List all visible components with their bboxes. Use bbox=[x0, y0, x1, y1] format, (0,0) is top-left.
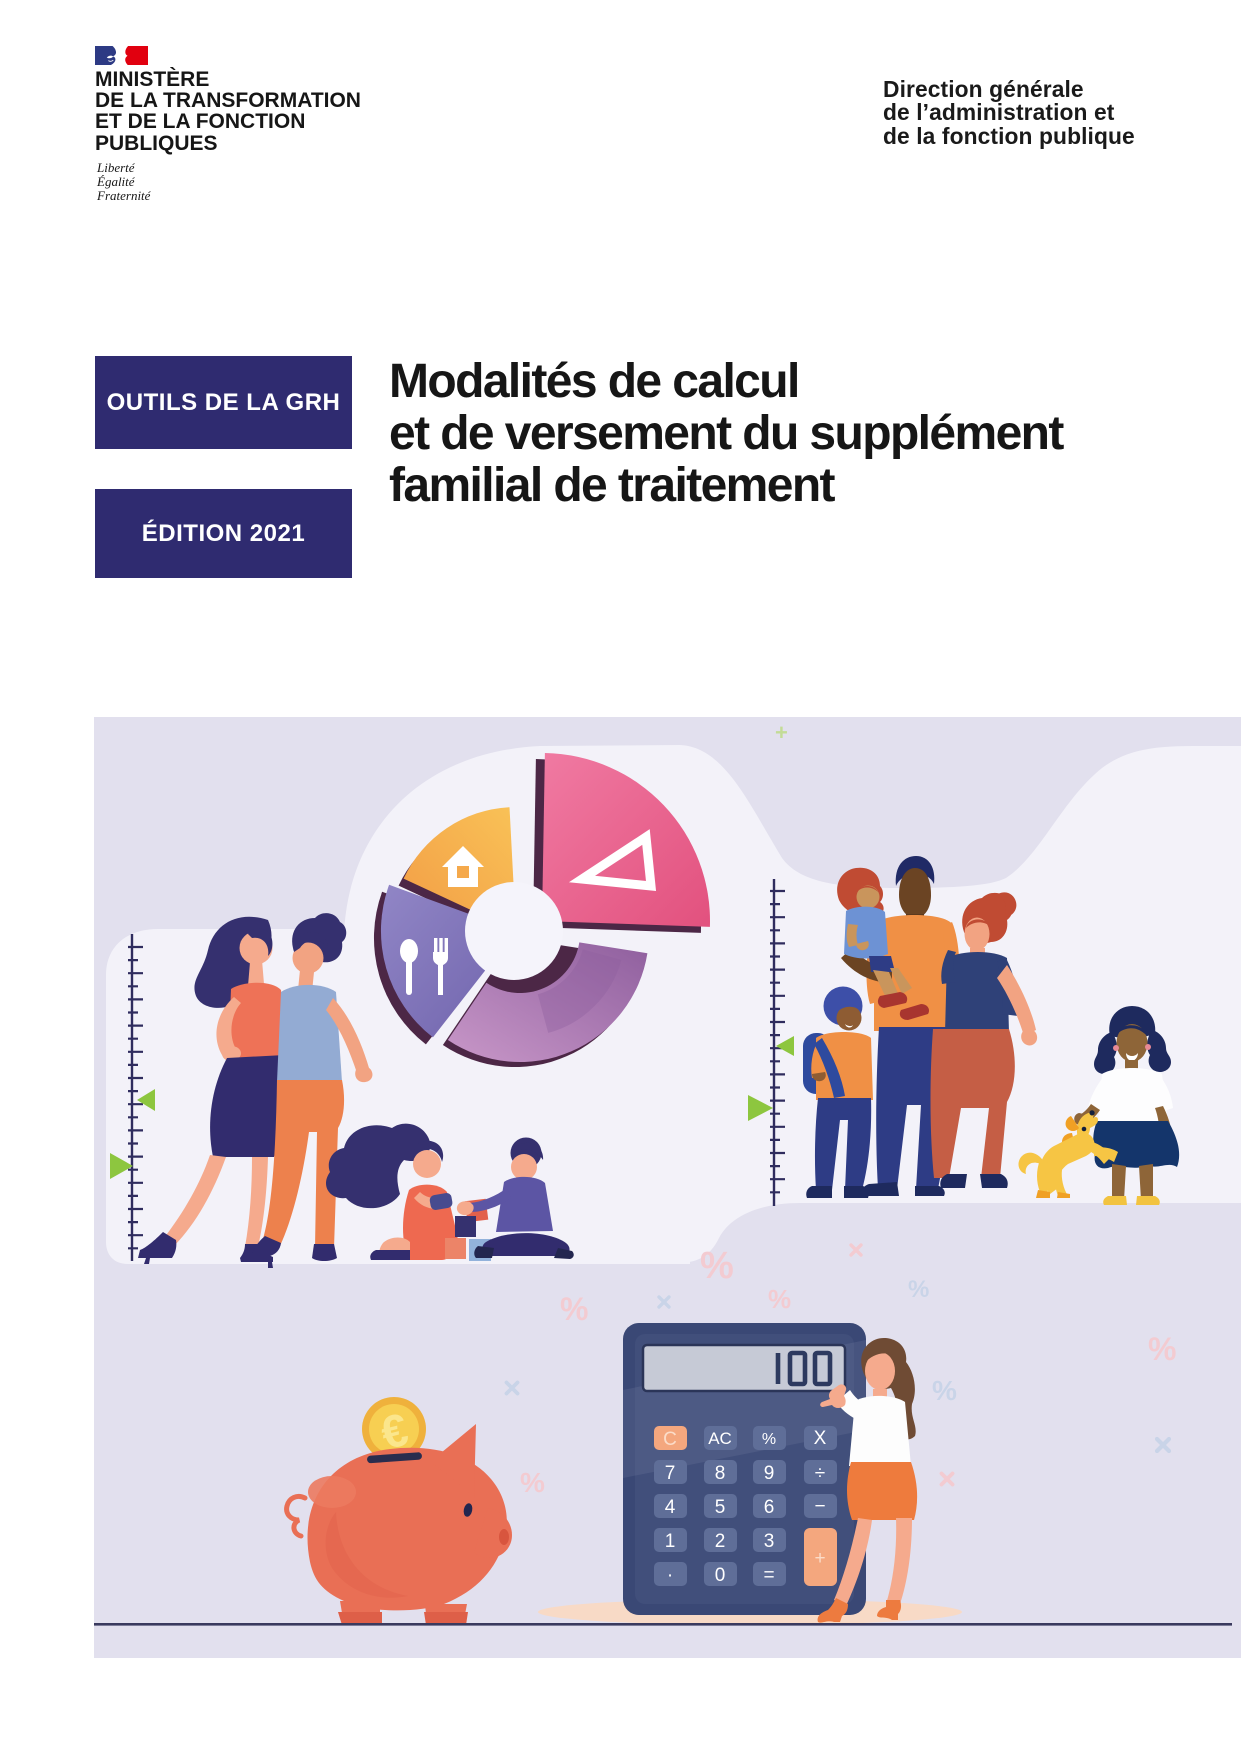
svg-text:+: + bbox=[775, 720, 788, 745]
svg-text:÷: ÷ bbox=[815, 1463, 825, 1484]
svg-text:X: X bbox=[814, 1428, 827, 1449]
svg-text:%: % bbox=[762, 1431, 776, 1448]
svg-text:%: % bbox=[908, 1276, 929, 1303]
svg-text:+: + bbox=[814, 1548, 825, 1569]
svg-text:0: 0 bbox=[715, 1565, 726, 1586]
svg-text:%: % bbox=[560, 1291, 588, 1327]
svg-text:%: % bbox=[520, 1467, 545, 1498]
svg-text:2: 2 bbox=[715, 1531, 726, 1552]
svg-text:8: 8 bbox=[715, 1463, 726, 1484]
svg-text:=: = bbox=[763, 1565, 774, 1586]
svg-text:%: % bbox=[932, 1375, 957, 1406]
svg-text:−: − bbox=[814, 1496, 825, 1517]
svg-text:%: % bbox=[768, 1284, 791, 1314]
svg-text:6: 6 bbox=[764, 1497, 775, 1518]
svg-text:7: 7 bbox=[665, 1463, 676, 1484]
svg-text:1: 1 bbox=[665, 1531, 676, 1552]
svg-text:%: % bbox=[1148, 1331, 1176, 1367]
svg-text:C: C bbox=[663, 1429, 677, 1450]
svg-text:5: 5 bbox=[715, 1497, 726, 1518]
svg-text:AC: AC bbox=[708, 1429, 732, 1448]
svg-text:4: 4 bbox=[665, 1497, 676, 1518]
svg-text:%: % bbox=[700, 1245, 734, 1287]
svg-text:·: · bbox=[667, 1565, 673, 1586]
svg-text:9: 9 bbox=[764, 1463, 775, 1484]
svg-text:3: 3 bbox=[764, 1531, 775, 1552]
